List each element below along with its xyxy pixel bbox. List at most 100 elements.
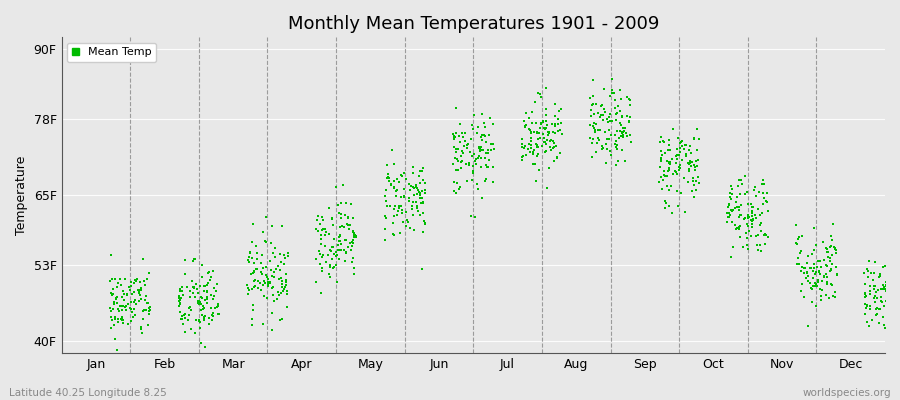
Point <box>115 317 130 324</box>
Point <box>319 229 333 236</box>
Point <box>334 210 348 217</box>
Point <box>407 191 421 198</box>
Point <box>387 212 401 219</box>
Point <box>329 252 344 258</box>
Point <box>104 305 118 311</box>
Point <box>105 292 120 298</box>
Point <box>175 313 189 319</box>
Point <box>465 126 480 132</box>
Point <box>446 188 461 194</box>
Point <box>591 126 606 133</box>
Point <box>732 204 746 210</box>
Point <box>454 148 469 154</box>
Point <box>661 147 675 154</box>
Point <box>547 101 562 107</box>
Point <box>274 222 289 229</box>
Point <box>275 288 290 294</box>
Point <box>868 259 883 265</box>
Point <box>119 307 133 314</box>
Point <box>613 120 627 126</box>
Point <box>202 321 216 327</box>
Point <box>547 144 562 150</box>
Point <box>878 263 892 269</box>
Point <box>172 302 186 309</box>
Point <box>473 144 488 150</box>
Point <box>200 282 214 288</box>
Point <box>797 265 812 271</box>
Point <box>688 167 702 173</box>
Point <box>814 278 829 284</box>
Point <box>665 156 680 163</box>
Point <box>757 232 771 238</box>
Point <box>615 128 629 135</box>
Point <box>859 305 873 311</box>
Point <box>690 126 705 132</box>
Point <box>278 255 293 261</box>
Point <box>605 86 619 93</box>
Point <box>745 223 760 230</box>
Point <box>896 314 900 321</box>
Point <box>380 174 394 181</box>
Point <box>538 125 553 132</box>
Point <box>541 129 555 136</box>
Point <box>522 115 536 121</box>
Point <box>402 197 417 204</box>
Point <box>652 164 667 170</box>
Point <box>813 271 827 277</box>
Point <box>756 190 770 196</box>
Point <box>447 144 462 151</box>
Point <box>417 218 431 224</box>
Point <box>193 325 207 332</box>
Point <box>246 307 260 314</box>
Point <box>117 290 131 297</box>
Point <box>884 327 898 334</box>
Point <box>734 202 749 208</box>
Point <box>325 222 339 228</box>
Point <box>202 314 216 321</box>
Point <box>736 216 751 222</box>
Point <box>675 142 689 149</box>
Point <box>740 221 754 228</box>
Point <box>622 119 636 126</box>
Point <box>752 189 766 196</box>
Point <box>318 225 332 232</box>
Point <box>728 226 742 232</box>
Point <box>685 188 699 194</box>
Point <box>243 250 257 256</box>
Point <box>753 211 768 218</box>
Point <box>545 129 560 136</box>
Point <box>674 190 688 196</box>
Point <box>747 186 761 193</box>
Point <box>190 286 204 293</box>
Point <box>673 165 688 171</box>
Point <box>795 281 809 287</box>
Point <box>607 90 621 96</box>
Point <box>868 292 882 299</box>
Point <box>688 164 702 170</box>
Point <box>598 160 613 166</box>
Point <box>528 98 543 105</box>
Point <box>185 290 200 296</box>
Point <box>878 279 893 285</box>
Point <box>186 256 201 262</box>
Point <box>207 285 221 291</box>
Point <box>532 166 546 173</box>
Point <box>609 111 624 118</box>
Point <box>337 224 351 230</box>
Point <box>866 277 880 284</box>
Point <box>658 204 672 211</box>
Point <box>617 124 632 131</box>
Point <box>450 180 464 187</box>
Point <box>536 131 550 137</box>
Point <box>259 272 274 278</box>
Point <box>876 264 890 270</box>
Point <box>394 202 409 209</box>
Point <box>526 151 540 157</box>
Point <box>673 162 688 168</box>
Point <box>830 271 844 277</box>
Point <box>758 231 772 237</box>
Point <box>112 303 127 309</box>
Point <box>598 109 612 115</box>
Point <box>397 194 411 200</box>
Point <box>671 135 686 141</box>
